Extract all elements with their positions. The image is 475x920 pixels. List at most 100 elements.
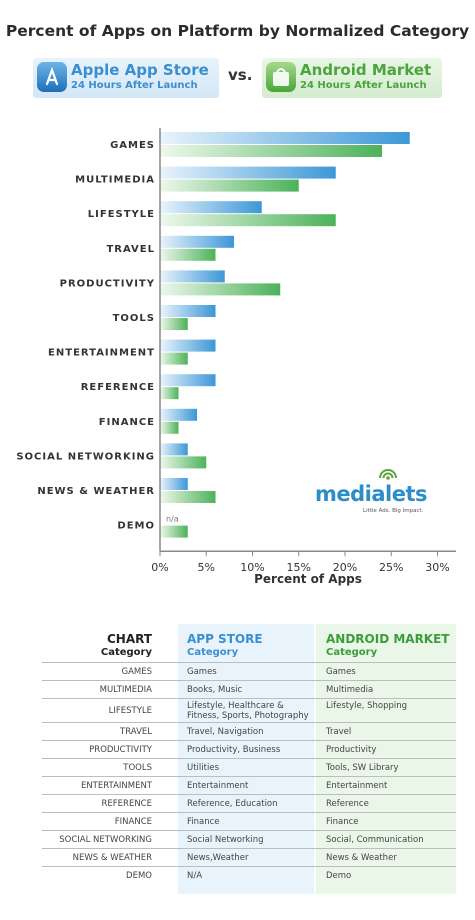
row-category-label: REFERENCE — [101, 799, 152, 809]
apple-app-store-badge: Apple App Store 24 Hours After Launch — [33, 58, 219, 98]
category-label: ENTERTAINMENT — [48, 348, 155, 359]
row-android-value: Entertainment — [326, 781, 388, 791]
table-row: LIFESTYLE Lifestyle, Healthcare & Fitness… — [42, 698, 456, 723]
x-tick-label: 30% — [425, 561, 449, 574]
x-tick-label: 25% — [379, 561, 403, 574]
header-app-store: APP STORE — [187, 632, 263, 646]
table-row: PRODUCTIVITY Productivity, Business Produc… — [42, 740, 456, 759]
row-category-label: SOCIAL NETWORKING — [59, 835, 152, 845]
row-app-store-value: News,Weather — [187, 853, 249, 863]
android-bar — [160, 456, 207, 469]
android-bar — [160, 283, 281, 296]
x-tick-label: 10% — [240, 561, 264, 574]
android-bar — [160, 387, 179, 400]
row-category-label: MULTIMEDIA — [99, 685, 152, 695]
category-label: MULTIMEDIA — [75, 175, 155, 186]
android-bar — [160, 214, 336, 227]
row-app-store-value: Reference, Education — [187, 799, 278, 809]
android-badge-name: Android Market — [300, 61, 432, 79]
apple-bar — [160, 478, 188, 490]
category-label: LIFESTYLE — [88, 209, 155, 220]
row-android-value: News & Weather — [326, 853, 397, 863]
row-app-store-value: Social Networking — [187, 835, 264, 845]
table-row: NEWS & WEATHER News,Weather News & Weather — [42, 848, 456, 867]
apple-bar — [160, 166, 336, 179]
category-label: TOOLS — [113, 313, 155, 324]
row-category-label: ENTERTAINMENT — [80, 781, 152, 791]
header-chart: CHART — [106, 632, 152, 646]
category-label: SOCIAL NETWORKING — [16, 451, 155, 462]
table-row: GAMES Games Games — [42, 662, 456, 681]
apple-bar — [160, 408, 197, 421]
row-category-label: LIFESTYLE — [108, 706, 152, 716]
row-category-label: TRAVEL — [120, 727, 152, 737]
android-market-icon — [266, 62, 296, 92]
apple-bar — [160, 270, 225, 283]
table-row: REFERENCE Reference, Education Reference — [42, 794, 456, 813]
row-android-value: Finance — [326, 817, 359, 827]
android-column-bg — [316, 624, 456, 894]
apple-bar — [160, 235, 234, 248]
apple-bar — [160, 201, 262, 214]
x-tick-label: 20% — [333, 561, 357, 574]
row-android-value: Demo — [326, 871, 352, 881]
apple-badge-sub: 24 Hours After Launch — [71, 80, 198, 91]
header-app-store-sub: Category — [187, 647, 239, 658]
row-android-value: Multimedia — [326, 685, 374, 695]
android-bar — [160, 352, 188, 365]
row-app-store-value: Books, Music — [187, 685, 243, 695]
apple-bar — [160, 443, 188, 456]
apple-badge-name: Apple App Store — [71, 61, 209, 79]
row-category-label: PRODUCTIVITY — [89, 745, 152, 755]
android-bar — [160, 145, 382, 157]
row-android-value: Reference — [326, 799, 369, 809]
row-android-value: Games — [326, 667, 356, 677]
row-android-value: Tools, SW Library — [326, 763, 399, 773]
row-app-store-value: Productivity, Business — [187, 745, 281, 755]
row-app-store-value: N/A — [187, 871, 203, 881]
logo-tagline: Little Ads. Big Impact. — [363, 508, 424, 514]
row-category-label: FINANCE — [114, 817, 152, 827]
table-row: SOCIAL NETWORKING Social Networking Social… — [42, 830, 456, 849]
row-app-store-value: Lifestyle, Healthcare & Fitness, Sports,… — [187, 701, 309, 721]
category-label: TRAVEL — [106, 244, 155, 255]
row-app-store-value: Entertainment — [187, 781, 249, 791]
android-bar — [160, 318, 188, 330]
table-row: ENTERTAINMENT Entertainment Entertainment — [42, 776, 456, 795]
category-label: REFERENCE — [81, 382, 155, 393]
android-bar — [160, 491, 216, 503]
header-android-sub: Category — [326, 647, 378, 658]
row-app-store-value: Finance — [187, 817, 220, 827]
row-category-label: DEMO — [126, 871, 152, 881]
table-row: TOOLS Utilities Tools, SW Library — [42, 758, 456, 777]
bar-chart: GAMES MULTIMEDIA LIFESTYLE TRAVEL PRODUCTIVI… — [16, 128, 456, 574]
category-label: NEWS & WEATHER — [37, 486, 155, 497]
android-badge-sub: 24 Hours After Launch — [300, 80, 427, 91]
x-tick-label: 5% — [198, 561, 215, 574]
app-store-column-bg — [178, 624, 314, 894]
table-row: FINANCE Finance Finance — [42, 812, 456, 831]
vs-label: vs. — [228, 66, 253, 84]
app-store-icon — [37, 62, 67, 92]
row-category-label: GAMES — [121, 667, 152, 677]
android-bar — [160, 248, 216, 261]
row-category-label: NEWS & WEATHER — [72, 853, 152, 863]
row-android-value: Lifestyle, Shopping — [326, 701, 408, 711]
row-android-value: Productivity — [326, 745, 377, 755]
header-android: ANDROID MARKET — [326, 632, 450, 646]
annotation-label: n/a — [166, 515, 179, 524]
logo-wordmark: medialets — [315, 482, 428, 506]
x-tick-label: 0% — [151, 561, 168, 574]
android-bar — [160, 421, 179, 434]
row-android-value: Social, Communication — [326, 835, 424, 845]
header-chart-sub: Category — [100, 647, 152, 658]
category-label: GAMES — [110, 140, 155, 151]
row-app-store-value: Utilities — [187, 763, 219, 773]
table-row: TRAVEL Travel, Navigation Travel — [42, 722, 456, 741]
row-category-label: TOOLS — [123, 763, 152, 773]
signal-icon — [379, 469, 397, 480]
row-android-value: Travel — [326, 727, 352, 737]
x-tick-label: 15% — [287, 561, 311, 574]
category-label: DEMO — [117, 521, 155, 532]
apple-bar — [160, 305, 216, 317]
